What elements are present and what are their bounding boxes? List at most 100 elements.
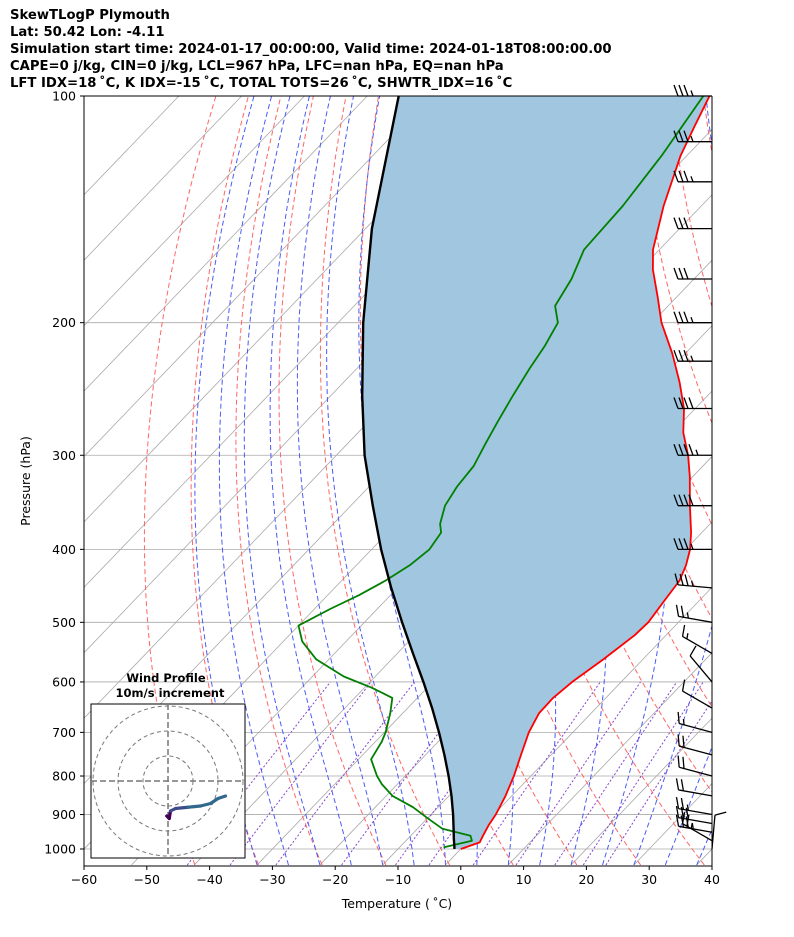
y-tick-label: 200 bbox=[52, 315, 76, 330]
wind-barb-flag bbox=[683, 130, 689, 142]
wind-barb-flag bbox=[688, 397, 694, 409]
dry-adiabat bbox=[769, 96, 794, 865]
dry-adiabat bbox=[736, 96, 794, 865]
wind-barbs bbox=[673, 84, 727, 850]
hodograph-trace-segment bbox=[216, 794, 228, 801]
wind-barb-flag bbox=[684, 574, 689, 586]
wind-barb-flag bbox=[679, 573, 684, 586]
moist-adiabat bbox=[633, 96, 712, 866]
hodograph-trace-segment bbox=[173, 805, 190, 811]
wind-barb-flag bbox=[683, 311, 689, 323]
wind-barb-flag bbox=[675, 814, 680, 827]
mixing-ratio-line bbox=[554, 681, 678, 866]
wind-barb-flag bbox=[680, 797, 685, 810]
cin-shading bbox=[362, 96, 710, 849]
x-axis-label: Temperature ( ˚C) bbox=[341, 896, 452, 911]
wind-barb bbox=[675, 797, 713, 816]
wind-barb-half-flag bbox=[690, 580, 694, 587]
wind-barb bbox=[673, 538, 712, 551]
wind-barb-flag bbox=[683, 217, 689, 229]
wind-barb-flag bbox=[683, 538, 689, 550]
wind-barb-shaft bbox=[678, 808, 713, 816]
wind-barb-flag bbox=[681, 679, 686, 692]
isotherm-line bbox=[84, 96, 431, 458]
axes: −60 −50 −40 −30 −20 −10 0 10 20 30 40 1000 900 800 700… bbox=[44, 89, 720, 888]
y-tick-label: 700 bbox=[52, 725, 76, 740]
wind-barb bbox=[673, 311, 712, 324]
y-tick-label: 300 bbox=[52, 448, 76, 463]
wind-barb-flag bbox=[682, 756, 685, 769]
wind-barb bbox=[675, 778, 713, 797]
wind-barb-flag bbox=[673, 494, 679, 506]
wind-barb-half-flag bbox=[690, 176, 694, 183]
title-times: Simulation start time: 2024-01-17_00:00:… bbox=[10, 41, 612, 57]
wind-barb-flag bbox=[673, 397, 679, 409]
wind-barb-half-flag bbox=[682, 718, 685, 725]
title-location: Lat: 50.42 Lon: -4.11 bbox=[10, 24, 165, 40]
wind-barb-flag bbox=[677, 711, 680, 724]
wind-barb bbox=[677, 711, 713, 733]
wind-barb-half-flag bbox=[686, 633, 689, 640]
wind-barb bbox=[673, 397, 712, 410]
wind-barb-flag bbox=[683, 397, 689, 409]
wind-barb-flag bbox=[678, 494, 684, 506]
wind-barb bbox=[675, 604, 713, 623]
wind-barb bbox=[674, 573, 713, 589]
y-axis-label: Pressure (hPa) bbox=[18, 436, 33, 526]
wind-barb-flag bbox=[673, 267, 679, 280]
wind-barb-flag bbox=[678, 130, 684, 142]
wind-barb bbox=[673, 84, 712, 97]
wind-barb-flag bbox=[673, 311, 679, 323]
moist-adiabat bbox=[326, 96, 415, 866]
moist-adiabat bbox=[296, 96, 384, 866]
dry-adiabat bbox=[703, 96, 712, 157]
wind-barb-flag bbox=[688, 444, 694, 456]
wind-barb-half-flag bbox=[686, 612, 690, 619]
dry-adiabat bbox=[143, 96, 217, 866]
moist-adiabat bbox=[728, 96, 794, 865]
x-tick-label: 40 bbox=[704, 872, 720, 887]
wind-barb-half-flag bbox=[690, 355, 694, 362]
wind-barb-flag bbox=[681, 624, 686, 637]
sounding-profiles bbox=[297, 96, 711, 850]
wind-barb-shaft bbox=[678, 584, 713, 589]
wind-barb-flag bbox=[673, 130, 679, 142]
wind-barb bbox=[681, 679, 713, 709]
wind-barb bbox=[677, 755, 713, 777]
title-station: SkewTLogP Plymouth bbox=[10, 8, 170, 23]
wind-barb-shaft bbox=[682, 635, 713, 655]
wind-barb-flag bbox=[683, 170, 689, 183]
wind-barb-flag bbox=[678, 84, 684, 97]
isotherm-line bbox=[84, 96, 242, 261]
x-tick-label: −60 bbox=[71, 872, 97, 887]
wind-barb-half-flag bbox=[690, 543, 694, 550]
moist-adiabat bbox=[243, 96, 321, 866]
wind-barb-flag bbox=[673, 84, 679, 97]
wind-barb bbox=[677, 734, 713, 756]
y-tick-label: 100 bbox=[52, 89, 76, 104]
wind-barb bbox=[673, 444, 712, 456]
wind-barb-flag bbox=[683, 444, 689, 456]
hodograph-title: Wind Profile bbox=[126, 671, 206, 685]
isotherm-line bbox=[84, 96, 494, 523]
isotherm-line bbox=[507, 652, 712, 866]
mixing-ratio-line bbox=[275, 681, 415, 866]
x-tick-label: 30 bbox=[641, 872, 657, 887]
mixing-ratio-line bbox=[341, 681, 477, 866]
dry-adiabat bbox=[638, 96, 712, 425]
title-convective-indices: CAPE=0 j/kg, CIN=0 j/kg, LCL=967 hPa, LF… bbox=[10, 58, 504, 74]
isotherm-line bbox=[445, 586, 712, 866]
wind-barb-flag bbox=[678, 538, 684, 550]
wind-barb-flag bbox=[689, 645, 697, 657]
x-tick-label: −50 bbox=[134, 872, 160, 887]
hodograph-subtitle: 10m/s increment bbox=[116, 686, 225, 700]
wind-barb-flag bbox=[678, 311, 684, 323]
wind-barb-half-flag bbox=[690, 135, 694, 142]
x-tick-label: 10 bbox=[516, 872, 532, 887]
y-tick-label: 1000 bbox=[44, 842, 76, 857]
y-tick-label: 500 bbox=[52, 615, 76, 630]
wind-barb bbox=[711, 811, 727, 850]
wind-barb-flag bbox=[673, 538, 679, 550]
mixing-ratio-line bbox=[229, 681, 372, 866]
